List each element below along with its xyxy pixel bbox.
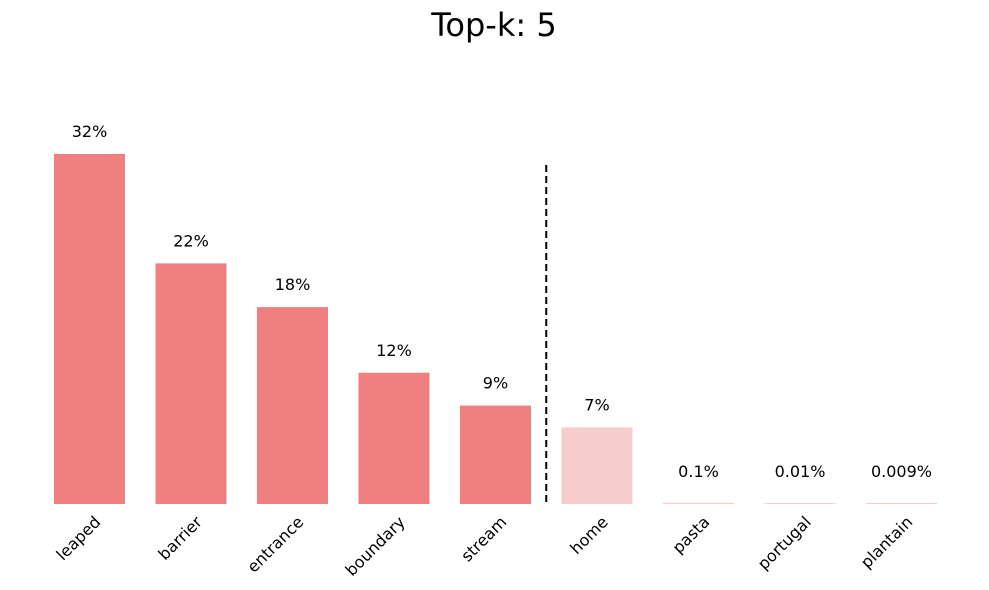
tick-label-plantain: plantain <box>857 512 917 572</box>
value-label-leaped: 32% <box>72 122 108 141</box>
bar-leaped <box>54 154 125 504</box>
bars-group <box>54 154 937 504</box>
tick-label-boundary: boundary <box>341 512 408 579</box>
value-label-stream: 9% <box>483 374 508 393</box>
tick-label-portugal: portugal <box>754 512 815 573</box>
bar-pasta <box>663 502 734 504</box>
value-labels-group: 32% 22% 18% 12% 9% 7% 0.1% 0.01% 0.009% <box>72 122 932 481</box>
value-label-pasta: 0.1% <box>678 462 719 481</box>
tick-label-barrier: barrier <box>154 512 206 564</box>
tick-label-pasta: pasta <box>669 512 714 557</box>
tick-label-stream: stream <box>457 512 510 565</box>
bar-barrier <box>155 263 227 504</box>
bar-home <box>561 427 633 504</box>
value-label-barrier: 22% <box>173 231 209 250</box>
tick-labels-group: leaped barrier entrance boundary stream home p… <box>53 512 917 580</box>
tick-label-leaped: leaped <box>53 512 105 564</box>
bar-plantain <box>866 503 937 504</box>
value-label-home: 7% <box>584 395 609 414</box>
value-label-portugal: 0.01% <box>775 462 826 481</box>
tick-label-entrance: entrance <box>243 512 307 576</box>
tick-label-home: home <box>566 512 612 558</box>
value-label-boundary: 12% <box>376 341 412 360</box>
bar-portugal <box>764 503 836 504</box>
bar-stream <box>460 405 531 504</box>
bar-entrance <box>257 307 328 504</box>
value-label-entrance: 18% <box>275 275 311 294</box>
value-label-plantain: 0.009% <box>871 462 932 481</box>
chart-title: Top-k: 5 <box>430 6 556 44</box>
bar-boundary <box>358 372 430 504</box>
